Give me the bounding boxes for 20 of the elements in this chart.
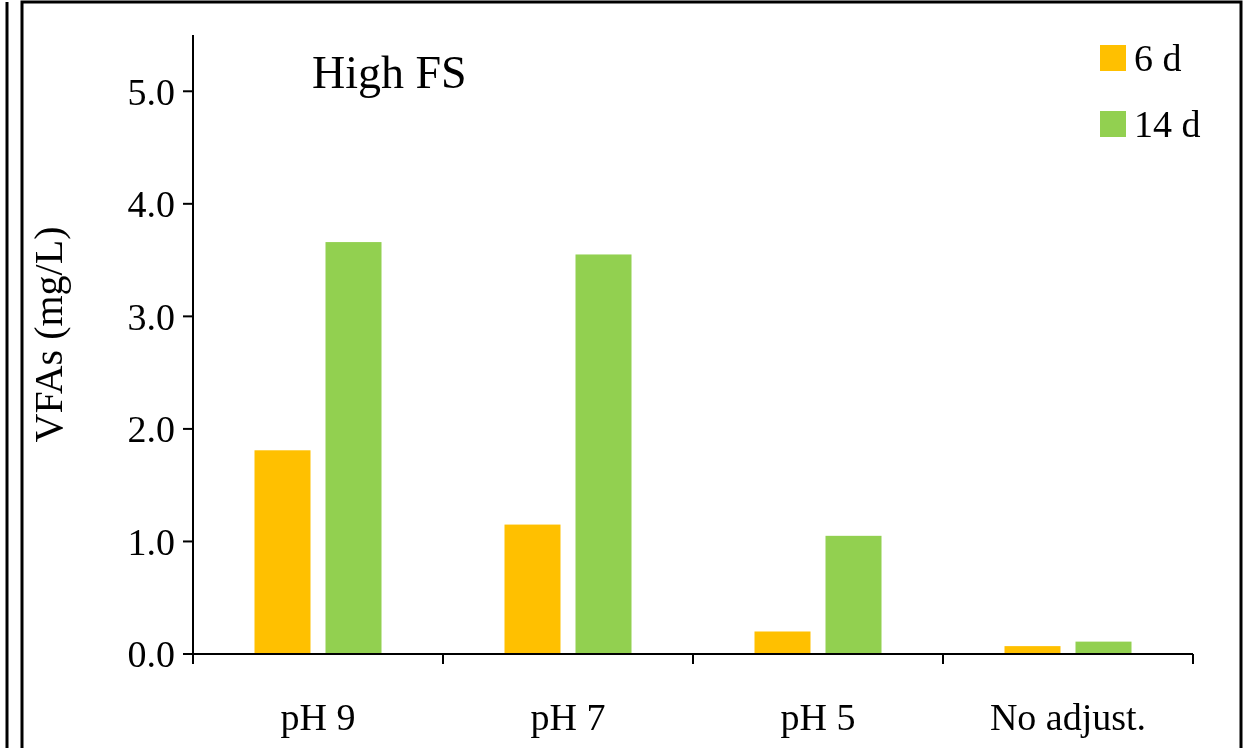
bar: [504, 524, 561, 654]
chart-title: High FS: [312, 47, 467, 98]
y-tick-label: 2.0: [127, 408, 175, 451]
bar: [325, 242, 382, 654]
y-axis-title: VFAs (mg/L): [26, 226, 71, 443]
bar: [754, 631, 811, 654]
bar: [254, 450, 311, 654]
bar: [825, 535, 882, 654]
x-tick-label: pH 9: [280, 696, 356, 738]
x-tick-label: pH 7: [530, 696, 606, 738]
y-tick-label: 4.0: [127, 183, 175, 226]
legend-label: 6 d: [1134, 37, 1182, 80]
x-tick-label: pH 5: [780, 696, 856, 738]
legend-label: 14 d: [1134, 103, 1201, 146]
bar: [575, 254, 632, 654]
x-tick-label: No adjust.: [989, 696, 1147, 738]
y-tick-label: 0.0: [127, 633, 175, 676]
y-tick-label: 1.0: [127, 520, 175, 563]
y-tick-label: 3.0: [127, 295, 175, 338]
y-tick-label: 5.0: [127, 70, 175, 113]
